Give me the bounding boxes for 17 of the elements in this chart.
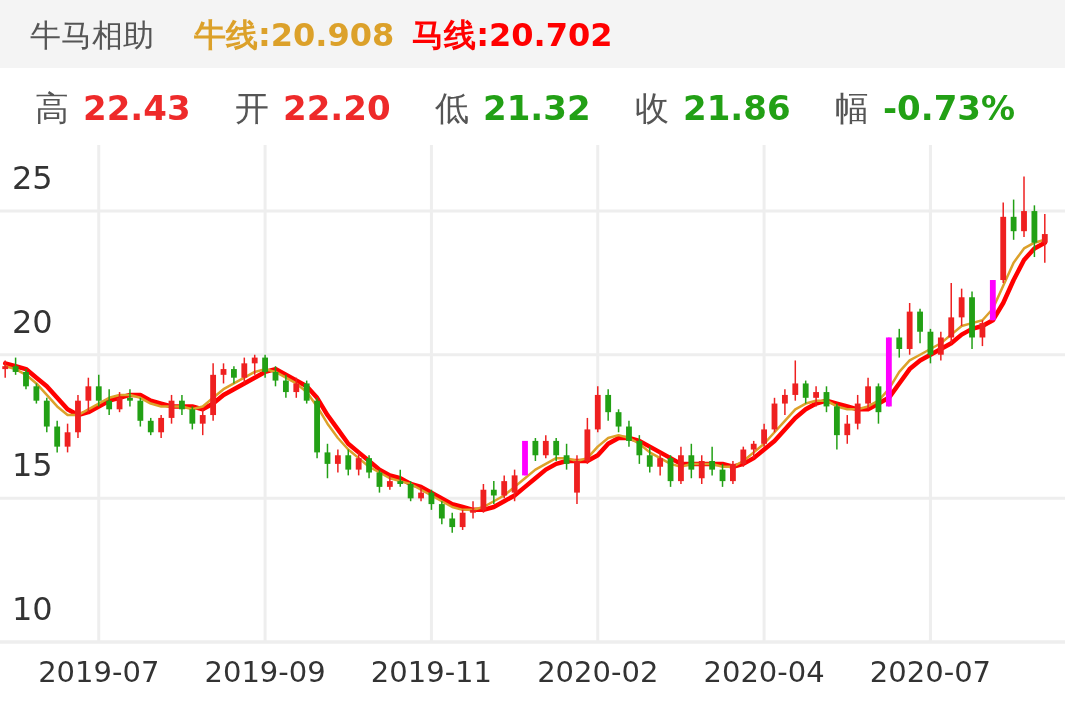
x-tick-label: 2020-04	[703, 655, 825, 689]
text: 开 22.20	[235, 88, 391, 128]
x-tick-label: 2020-02	[537, 655, 659, 689]
x-tick-label: 2020-07	[869, 655, 992, 689]
y-tick-label: 10	[12, 590, 53, 628]
y-tick-label: 25	[12, 159, 53, 198]
x-tick-label: 2019-07	[38, 655, 160, 689]
x-tick-label: 2019-09	[204, 655, 326, 689]
y-tick-label: 15	[12, 446, 53, 485]
text: 幅 -0.73%	[835, 88, 1016, 128]
text: 低 21.32	[435, 88, 591, 128]
text: 收 21.86	[635, 88, 791, 128]
legend: 牛线:20.908 马线:20.702	[194, 16, 613, 54]
text: 高 22.43	[35, 88, 191, 128]
chart-title: 牛马相助	[30, 17, 154, 53]
y-tick-label: 20	[12, 302, 53, 341]
x-tick-label: 2019-11	[370, 655, 493, 689]
